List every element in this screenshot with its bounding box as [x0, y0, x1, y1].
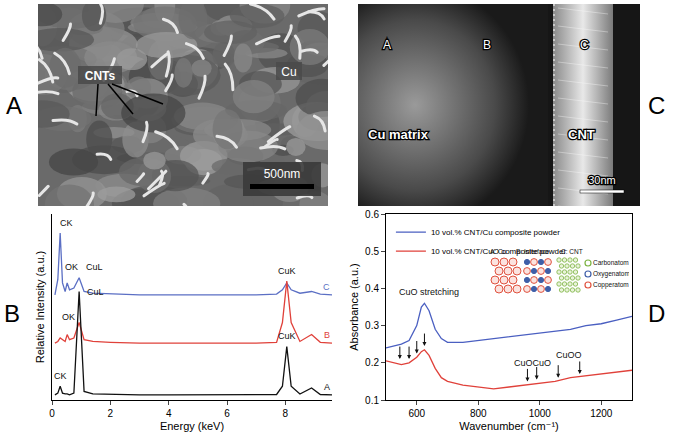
svg-text:1200: 1200	[590, 408, 613, 419]
svg-text:1000: 1000	[529, 408, 552, 419]
svg-text:CuL: CuL	[86, 262, 103, 272]
svg-text:CuK: CuK	[278, 331, 296, 341]
svg-text:CuK: CuK	[278, 266, 296, 276]
svg-text:0.2: 0.2	[365, 357, 379, 368]
svg-text:Copperatom: Copperatom	[593, 282, 629, 290]
html-text:C: C	[648, 92, 666, 119]
svg-text:30nm: 30nm	[588, 174, 616, 186]
svg-text:Relative Intensity (a.u.): Relative Intensity (a.u.)	[34, 251, 46, 364]
svg-text:A: A	[324, 382, 330, 392]
svg-text:4: 4	[166, 408, 172, 419]
html-text:A: A	[6, 92, 22, 119]
svg-text:CuL: CuL	[87, 287, 104, 297]
svg-text:0.4: 0.4	[365, 283, 379, 294]
svg-text:OK: OK	[65, 262, 78, 272]
svg-text:Wavenumber (cm⁻¹): Wavenumber (cm⁻¹)	[459, 420, 559, 432]
html-text:B: B	[4, 300, 20, 327]
svg-text:OK: OK	[62, 312, 75, 322]
html-text:D: D	[648, 300, 666, 327]
svg-text:0: 0	[49, 408, 55, 419]
svg-text:Oxygenatom: Oxygenatom	[593, 271, 629, 279]
svg-text:A: Cu: A: Cu	[490, 248, 507, 255]
svg-text:Energy (keV): Energy (keV)	[160, 420, 224, 432]
svg-text:600: 600	[408, 408, 425, 419]
svg-text:C: C	[580, 38, 589, 52]
svg-text:Carbonatom: Carbonatom	[593, 260, 629, 267]
svg-text:C: C	[323, 282, 330, 292]
svg-text:CuO stretching: CuO stretching	[399, 287, 459, 297]
svg-text:Cu: Cu	[281, 65, 296, 79]
svg-text:2: 2	[108, 408, 114, 419]
svg-text:0.6: 0.6	[365, 209, 379, 220]
svg-text:CuOCuO: CuOCuO	[514, 358, 551, 368]
svg-text:Absorbance (a.u.): Absorbance (a.u.)	[348, 263, 360, 350]
svg-text:B: B	[483, 38, 491, 52]
svg-text:10 vol.% CNT/Cu composite powd: 10 vol.% CNT/Cu composite powder	[431, 228, 560, 237]
svg-text:8: 8	[283, 408, 289, 419]
svg-text:0.5: 0.5	[365, 246, 379, 257]
svg-text:800: 800	[470, 408, 487, 419]
svg-text:CuOO: CuOO	[556, 350, 582, 360]
svg-text:C: CNT: C: CNT	[561, 248, 583, 255]
svg-text:0.1: 0.1	[365, 395, 379, 406]
svg-text:A: A	[383, 38, 391, 52]
svg-text:Cu matrix: Cu matrix	[368, 127, 429, 142]
svg-text:6: 6	[224, 408, 230, 419]
svg-text:10 vol.% CNT/CuO composite pow: 10 vol.% CNT/CuO composite powder	[431, 247, 567, 256]
svg-text:CNT: CNT	[568, 127, 595, 142]
svg-text:500nm: 500nm	[264, 167, 301, 181]
svg-text:CK: CK	[54, 371, 67, 381]
svg-text:CK: CK	[60, 218, 73, 228]
svg-text:B: Interface: B: Interface	[516, 248, 550, 255]
svg-text:CNTs: CNTs	[85, 69, 116, 83]
svg-text:B: B	[324, 330, 330, 340]
svg-text:0.3: 0.3	[365, 320, 379, 331]
